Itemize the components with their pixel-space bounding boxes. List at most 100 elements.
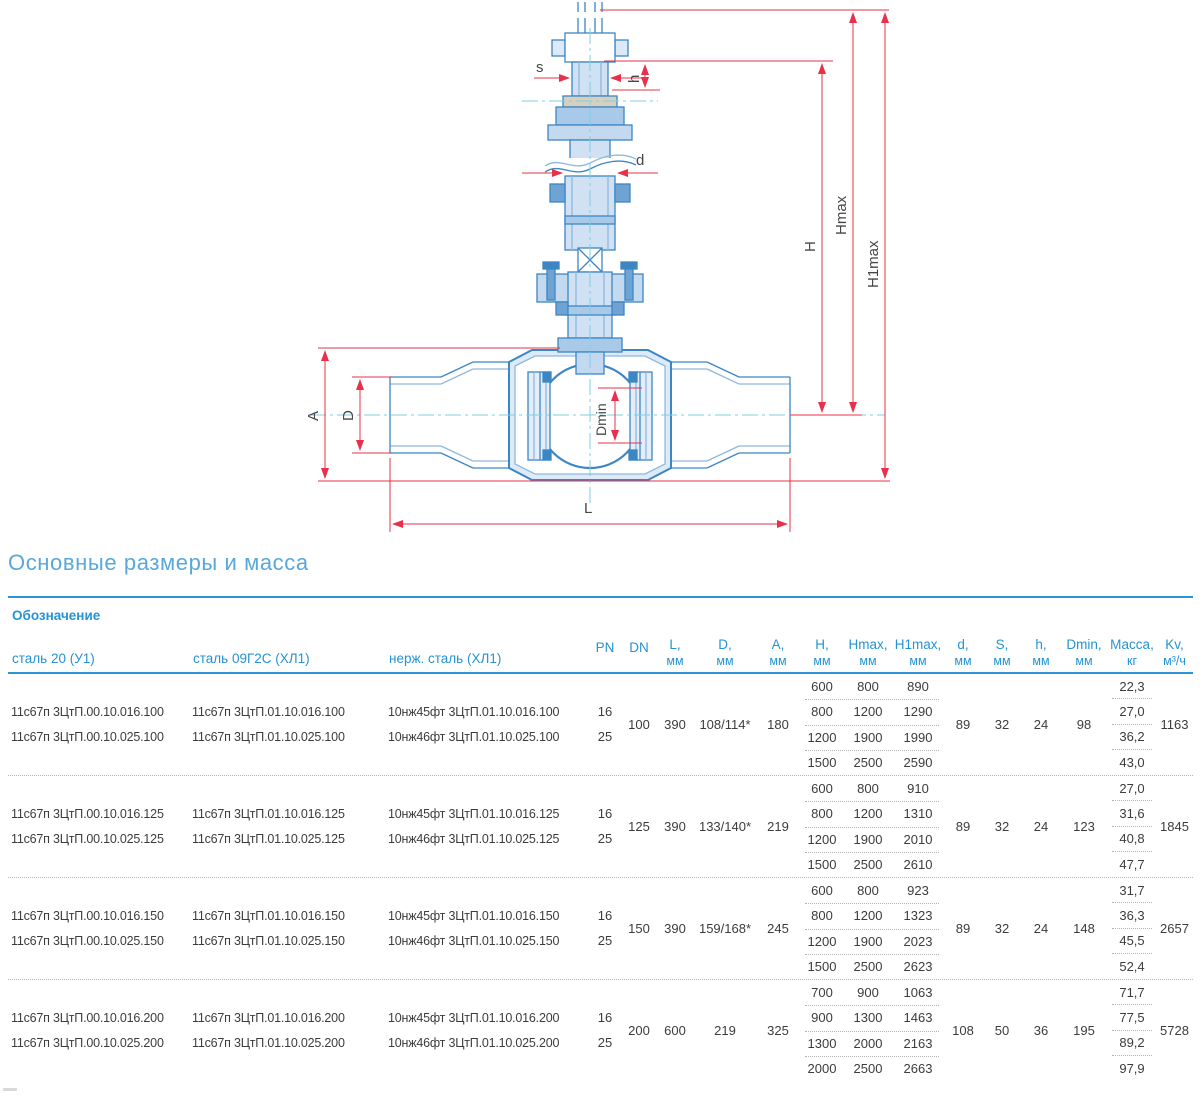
height-values-group: 600 800 910 800 1200 1310 1200 1900 2010 1500 2500… bbox=[800, 776, 944, 877]
value-cell-l: 600 bbox=[664, 1023, 686, 1038]
value-cell-s2: 32 bbox=[994, 819, 1010, 834]
designation-value: 10нж45фт 3ЦтП.01.10.016.200 bbox=[388, 1010, 560, 1025]
height-value: 2590 bbox=[903, 754, 933, 770]
mass-value: 47,7 bbox=[1119, 856, 1145, 872]
mass-value: 31,7 bbox=[1112, 878, 1152, 904]
height-value: 2000 bbox=[807, 1060, 837, 1076]
height-value: 2500 bbox=[853, 856, 883, 872]
value-cell-a: 180 bbox=[767, 717, 789, 732]
designation-value: 11с67п 3ЦтП.00.10.025.150 bbox=[11, 933, 164, 948]
table-block: 11с67п 3ЦтП.00.10.016.150 11с67п 3ЦтП.00.… bbox=[8, 878, 1193, 980]
footnote-mark bbox=[3, 1088, 17, 1091]
designation-cell: 11с67п 3ЦтП.00.10.016.125 11с67п 3ЦтП.00.… bbox=[8, 776, 189, 877]
value-cell-kv: 1845 bbox=[1160, 819, 1189, 834]
value-cell-kv: 2657 bbox=[1160, 921, 1189, 936]
height-value: 2663 bbox=[903, 1060, 933, 1076]
col-header-kv: Kv, м³/ч bbox=[1156, 637, 1193, 672]
value-cell-d2: 89 bbox=[955, 819, 971, 834]
dim-label-H: H bbox=[802, 241, 819, 252]
height-value: 2610 bbox=[903, 856, 933, 872]
height-value: 1310 bbox=[903, 806, 933, 822]
dotted-separator bbox=[805, 851, 939, 853]
mass-value: 52,4 bbox=[1119, 958, 1145, 974]
value-cell-d2: 89 bbox=[955, 717, 971, 732]
dotted-separator bbox=[805, 1055, 939, 1057]
height-value: 2163 bbox=[903, 1035, 933, 1051]
pn-value: 25 bbox=[597, 932, 613, 948]
col-header-pn: PN bbox=[588, 640, 622, 672]
height-value: 1323 bbox=[903, 908, 933, 924]
height-value: 1300 bbox=[807, 1035, 837, 1051]
height-value: 1500 bbox=[807, 958, 837, 974]
designation-cell: 10нж45фт 3ЦтП.01.10.016.200 10нж46фт 3ЦтП… bbox=[385, 980, 588, 1081]
col-header-h1max: H1max, мм bbox=[892, 637, 944, 672]
value-cell-dmin: 123 bbox=[1073, 819, 1095, 834]
dim-label-Hmax: Hmax bbox=[833, 195, 850, 235]
value-cell-s2: 32 bbox=[994, 717, 1010, 732]
height-value: 1300 bbox=[853, 1010, 883, 1026]
dim-label-s: s bbox=[536, 59, 544, 76]
height-value: 1500 bbox=[807, 856, 837, 872]
col-label: Kv, bbox=[1165, 637, 1184, 652]
value-cell-d_pipe: 219 bbox=[714, 1023, 736, 1038]
height-value: 700 bbox=[811, 985, 833, 1001]
col-header-d: D, мм bbox=[694, 637, 756, 672]
value-cell-s2: 32 bbox=[994, 921, 1010, 936]
height-value: 1900 bbox=[853, 729, 883, 745]
col-header-s: S, мм bbox=[982, 637, 1022, 672]
value-cell-dn: 150 bbox=[628, 921, 650, 936]
designation-value: 10нж45фт 3ЦтП.01.10.016.100 bbox=[388, 704, 560, 719]
dotted-separator bbox=[805, 928, 939, 930]
pn-cell: 16 25 bbox=[588, 878, 622, 979]
height-value: 923 bbox=[907, 883, 929, 899]
designation-value: 10нж46фт 3ЦтП.01.10.025.200 bbox=[388, 1035, 560, 1050]
value-cell-l: 390 bbox=[664, 921, 686, 936]
pn-value: 25 bbox=[597, 728, 613, 744]
dotted-separator bbox=[805, 749, 939, 751]
value-cell-dn: 100 bbox=[628, 717, 650, 732]
height-values-group: 600 800 923 800 1200 1323 1200 1900 2023 1500 2500… bbox=[800, 878, 944, 979]
centerlines bbox=[310, 28, 885, 505]
designation-group-header: Обозначение bbox=[12, 608, 101, 623]
col-header-dn: DN bbox=[622, 640, 656, 672]
table-block: 11с67п 3ЦтП.00.10.016.200 11с67п 3ЦтП.00.… bbox=[8, 980, 1193, 1081]
dim-label-Dmin: Dmin bbox=[593, 403, 609, 436]
dotted-separator bbox=[805, 1005, 939, 1007]
value-cell-a: 219 bbox=[767, 819, 789, 834]
dotted-separator bbox=[805, 801, 939, 803]
col-unit: мм bbox=[954, 654, 972, 668]
col-header-d-stem: d, мм bbox=[944, 637, 982, 672]
designation-value: 11с67п 3ЦтП.01.10.016.200 bbox=[192, 1010, 345, 1025]
pn-value: 25 bbox=[597, 830, 613, 846]
height-values-group: 700 900 1063 900 1300 1463 1300 2000 2163 2000 250… bbox=[800, 980, 944, 1081]
col-label: Hmax, bbox=[848, 637, 888, 652]
height-value: 2500 bbox=[853, 958, 883, 974]
height-value: 800 bbox=[811, 704, 833, 720]
dimension-labels: s h d H Hmax H1max A D Dmin L bbox=[305, 59, 882, 517]
dim-label-A: A bbox=[305, 411, 322, 421]
table-body: 11с67п 3ЦтП.00.10.016.100 11с67п 3ЦтП.00.… bbox=[8, 674, 1193, 1081]
height-value: 900 bbox=[811, 1010, 833, 1026]
designation-value: 10нж46фт 3ЦтП.01.10.025.125 bbox=[388, 831, 560, 846]
dim-label-D: D bbox=[340, 410, 357, 421]
table-header: Обозначение сталь 20 (У1) сталь 09Г2С (Х… bbox=[8, 596, 1193, 674]
designation-value: 10нж46фт 3ЦтП.01.10.025.100 bbox=[388, 729, 560, 744]
height-value: 600 bbox=[811, 883, 833, 899]
valve-technical-drawing: s h d H Hmax H1max A D Dmin L bbox=[0, 0, 1200, 548]
height-value: 800 bbox=[811, 908, 833, 924]
col-unit: мм bbox=[813, 654, 831, 668]
height-value: 600 bbox=[811, 679, 833, 695]
height-value: 1200 bbox=[807, 729, 837, 745]
height-value: 1200 bbox=[853, 806, 883, 822]
col-label: L, bbox=[669, 637, 681, 652]
col-label: H1max, bbox=[894, 637, 942, 652]
table-block: 11с67п 3ЦтП.00.10.016.125 11с67п 3ЦтП.00.… bbox=[8, 776, 1193, 878]
mass-cell: 22,3 27,0 36,2 43,0 bbox=[1108, 674, 1156, 775]
col-header-mass: Масса, кг bbox=[1108, 637, 1156, 672]
pn-value: 16 bbox=[597, 703, 613, 719]
col-unit: мм bbox=[1032, 654, 1050, 668]
designation-value: 11с67п 3ЦтП.01.10.016.125 bbox=[192, 806, 345, 821]
height-value: 890 bbox=[907, 679, 929, 695]
height-value: 1200 bbox=[807, 933, 837, 949]
material-col-header-stainless: нерж. сталь (ХЛ1) bbox=[389, 651, 502, 666]
